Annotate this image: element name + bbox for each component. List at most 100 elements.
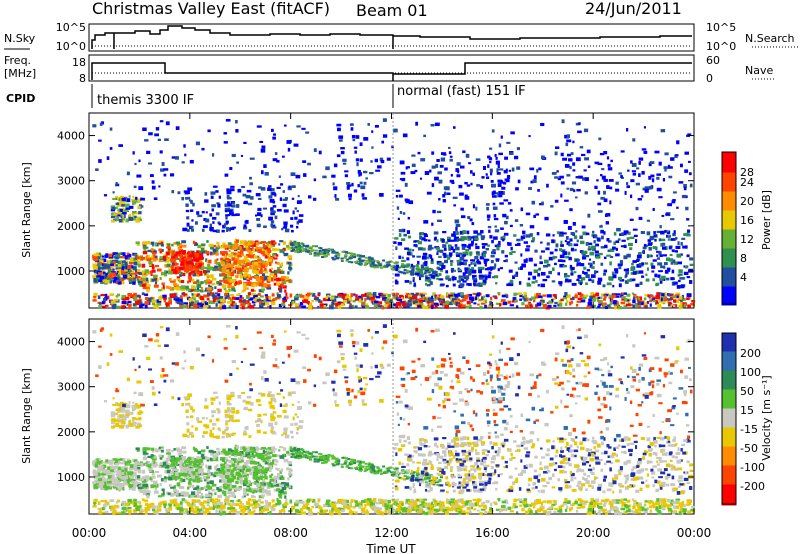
velocity-cell <box>286 467 289 471</box>
power-cell <box>102 297 106 302</box>
power-cell <box>521 263 526 268</box>
power-cell <box>115 295 119 298</box>
power-cell <box>275 261 278 264</box>
power-cell <box>551 171 557 175</box>
power-cell <box>279 197 283 201</box>
power-cell <box>113 298 119 302</box>
power-cell <box>381 140 385 144</box>
power-cell <box>417 151 421 155</box>
velocity-cell <box>196 471 202 474</box>
power-cell <box>117 209 120 212</box>
power-cell <box>662 178 666 182</box>
power-cell <box>216 202 220 205</box>
power-cell <box>471 269 477 274</box>
power-cell <box>427 270 431 273</box>
power-cell <box>159 277 162 280</box>
velocity-cell <box>288 472 292 476</box>
power-cell <box>445 241 449 244</box>
power-cell <box>95 168 99 171</box>
power-cell <box>122 252 126 257</box>
power-cell <box>643 150 648 154</box>
velocity-cell <box>281 486 287 491</box>
power-cell <box>335 253 339 256</box>
power-cell <box>590 292 595 296</box>
power-cell <box>381 305 385 310</box>
power-cell <box>263 164 267 168</box>
power-cell <box>395 189 401 192</box>
power-cell <box>541 302 544 306</box>
power-cell <box>282 198 288 201</box>
velocity-cell <box>166 491 169 495</box>
velocity-cell <box>159 483 162 486</box>
power-cell <box>500 236 506 241</box>
power-cell <box>466 230 470 235</box>
power-cell <box>235 274 239 279</box>
power-cell <box>426 191 432 195</box>
power-cell <box>492 206 498 210</box>
power-cell <box>639 281 643 285</box>
power-cell <box>537 284 540 287</box>
power-cell <box>473 279 478 283</box>
power-cell <box>228 249 231 253</box>
power-cell <box>468 162 472 165</box>
power-cell <box>204 279 208 284</box>
power-cell <box>430 300 435 305</box>
power-cell <box>495 302 501 305</box>
power-cell <box>683 233 688 236</box>
power-cell <box>620 175 623 179</box>
power-cell <box>358 173 361 177</box>
power-cell <box>112 305 116 310</box>
power-cell <box>152 254 156 259</box>
power-cell <box>575 303 579 307</box>
velocity-cell <box>206 446 209 449</box>
power-cell <box>290 242 294 245</box>
power-cell <box>643 243 647 247</box>
power-cell <box>570 272 574 276</box>
velocity-cell <box>117 466 122 471</box>
power-cell <box>483 274 487 277</box>
power-cell <box>188 257 192 260</box>
power-cell <box>327 247 331 250</box>
power-cell <box>112 191 115 194</box>
power-cell <box>645 278 650 282</box>
power-cell <box>349 123 354 126</box>
velocity-cell <box>221 478 226 483</box>
power-cell <box>647 254 652 258</box>
power-cell <box>284 197 288 200</box>
power-cell <box>272 205 277 208</box>
power-cell <box>626 299 630 302</box>
power-cell <box>636 254 642 259</box>
power-cell <box>593 240 596 244</box>
power-cell <box>225 214 229 217</box>
power-cell <box>429 303 432 307</box>
power-cell <box>233 303 237 307</box>
velocity-cell <box>120 484 124 488</box>
power-cell <box>123 303 127 307</box>
power-cell <box>234 240 239 245</box>
power-cell <box>562 251 565 256</box>
power-cell <box>276 262 280 265</box>
power-cell <box>335 302 340 307</box>
power-cell <box>427 267 431 270</box>
power-cell <box>99 122 103 126</box>
velocity-cell <box>191 477 195 480</box>
power-cell <box>326 252 330 255</box>
velocity-cell <box>162 490 165 495</box>
power-cell <box>525 212 531 216</box>
power-cell <box>617 305 623 310</box>
power-cell <box>423 234 428 238</box>
power-cell <box>434 122 440 127</box>
power-cell <box>323 252 327 255</box>
power-cell <box>458 305 462 309</box>
power-cell <box>303 173 307 177</box>
power-cell <box>630 160 633 164</box>
power-cell <box>538 267 541 271</box>
velocity-cell <box>227 482 233 486</box>
power-cell <box>457 292 461 297</box>
power-cell <box>667 164 671 169</box>
power-cell <box>419 177 423 180</box>
power-cell <box>226 188 230 192</box>
power-cell <box>394 295 397 300</box>
power-cell <box>648 175 652 180</box>
power-cell <box>402 302 407 307</box>
